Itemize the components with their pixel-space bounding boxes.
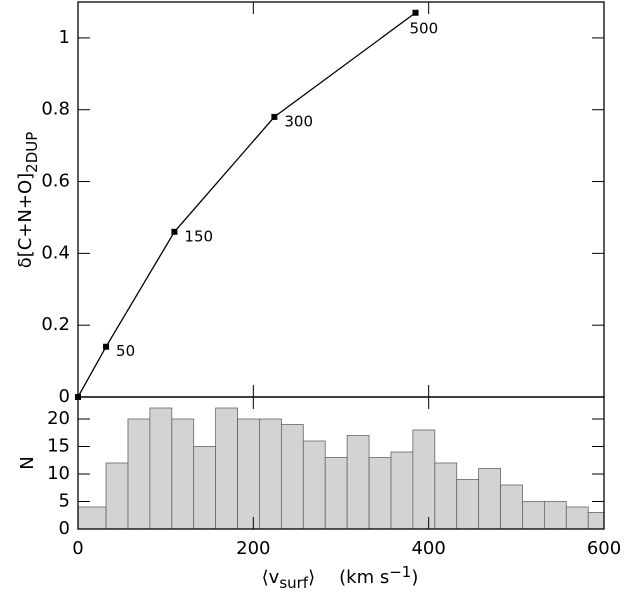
histogram-bar [434, 462, 458, 530]
histogram-bar [105, 462, 129, 530]
histogram-bar [368, 457, 392, 530]
histogram-bar [193, 446, 217, 530]
histogram-bar [149, 407, 173, 530]
data-point [103, 343, 110, 350]
y-axis-label: N [17, 456, 38, 469]
y-tick-label: 15 [47, 436, 70, 457]
x-axis-label: ⟨vsurf⟩ (km s−1) [262, 563, 419, 592]
histogram-bar [324, 457, 348, 530]
histogram-bar [302, 440, 326, 530]
x-label-open: ⟨v [262, 567, 280, 588]
x-tick-label: 600 [587, 538, 621, 559]
histogram-bar [522, 501, 545, 530]
histogram-bar [478, 468, 501, 530]
histogram-bar [456, 479, 480, 530]
histogram-bar [280, 424, 304, 530]
y-axis-label: δ[C+N+O]2DUP [15, 132, 41, 269]
x-label-units-end: ) [411, 567, 418, 588]
y-tick-label: 0.4 [41, 242, 70, 263]
point-label: 500 [410, 19, 439, 37]
x-label-units: (km s [339, 567, 389, 588]
y-tick-label: 10 [47, 463, 70, 484]
histogram-bar [587, 512, 605, 530]
point-label: 50 [116, 342, 135, 360]
y-tick-label: 0 [59, 518, 70, 539]
y-tick-label: 0.6 [41, 171, 70, 192]
y-tick-label: 0.2 [41, 314, 70, 335]
histogram-bar [237, 418, 260, 530]
histogram-bar [127, 418, 151, 530]
point-label: 300 [284, 112, 313, 130]
plot-frame [77, 396, 605, 530]
y-label-sub: 2DUP [23, 132, 41, 173]
histogram-bar [565, 506, 589, 530]
x-label-close: ⟩ [308, 567, 315, 588]
histogram-bar [412, 429, 436, 530]
histogram-bar [77, 506, 107, 530]
x-tick-label: 200 [236, 538, 270, 559]
y-tick-label: 0.8 [41, 99, 70, 120]
data-point [271, 113, 278, 120]
histogram-bar [171, 418, 195, 530]
histogram-bar [390, 451, 414, 530]
plot-frame [77, 1, 605, 398]
y-label-main: δ[C+N+O] [15, 173, 36, 268]
histogram-bar [259, 418, 282, 530]
point-label: 150 [184, 227, 213, 245]
y-tick-label: 20 [47, 408, 70, 429]
histogram-bar [346, 435, 370, 530]
histogram-bar [543, 501, 567, 530]
data-point [412, 9, 419, 16]
x-tick-label: 400 [411, 538, 445, 559]
y-tick-label: 1 [59, 27, 70, 48]
x-label-sup: −1 [389, 563, 411, 581]
histogram-bar [215, 407, 238, 530]
data-point [171, 228, 178, 235]
x-label-sub: surf [279, 574, 308, 592]
x-tick-label: 0 [72, 538, 83, 559]
y-tick-label: 5 [59, 491, 70, 512]
histogram-bar [500, 484, 523, 530]
data-line [77, 12, 416, 398]
y-tick-label: 0 [59, 386, 70, 407]
